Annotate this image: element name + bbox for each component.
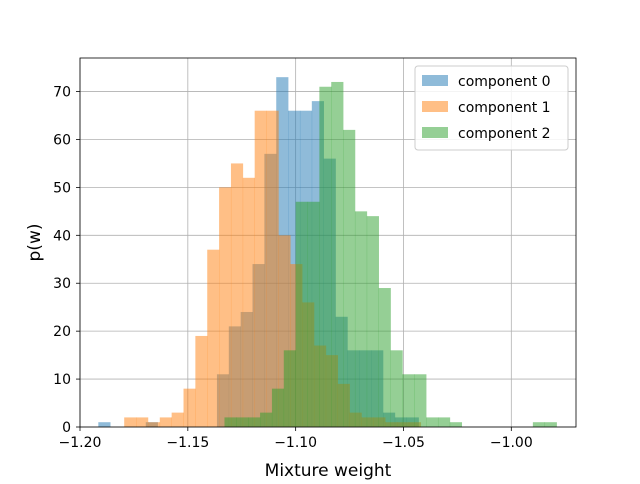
histogram-bar [271, 388, 285, 427]
y-tick-label: 20 [53, 324, 71, 340]
histogram-bar [254, 110, 267, 427]
histogram-bar [414, 374, 427, 427]
histogram-bar [295, 201, 308, 427]
histogram-bar [544, 422, 557, 427]
legend: component 0 component 1 component 2 [414, 65, 569, 151]
histogram-bar [248, 417, 261, 427]
y-axis-label: p(w) [25, 224, 45, 262]
x-tick-label: −1.10 [274, 435, 317, 451]
histogram-bar [283, 350, 296, 427]
histogram-bar [366, 216, 379, 427]
histogram-bars [98, 77, 557, 428]
histogram-bar [319, 86, 332, 428]
y-tick-label: 10 [53, 372, 71, 388]
histogram-bar [331, 81, 344, 428]
x-tick-label: −1.00 [490, 435, 533, 451]
y-tick-label: 30 [53, 276, 71, 292]
y-tick-label: 50 [53, 180, 71, 196]
histogram-bar [136, 417, 149, 427]
y-tick-label: 70 [53, 85, 71, 101]
histogram-bar [195, 335, 208, 427]
histogram-bar [437, 417, 451, 427]
legend-swatch [422, 127, 448, 138]
legend-label: component 2 [458, 126, 551, 142]
histogram-bar [343, 129, 356, 427]
histogram-bar [224, 417, 237, 427]
histogram-bar [98, 422, 111, 427]
histogram-bar [183, 388, 196, 427]
y-tick-label: 60 [53, 132, 71, 148]
histogram-bar [378, 288, 391, 427]
histogram-bar [266, 110, 279, 427]
y-tick-label: 0 [62, 420, 71, 436]
histogram-bar [124, 417, 137, 427]
histogram-bar [230, 163, 244, 427]
histogram-bar [171, 412, 184, 427]
histogram-bar [159, 417, 172, 427]
x-tick-label: −1.05 [382, 435, 425, 451]
histogram-bar [236, 417, 249, 427]
y-tick-label: 40 [53, 228, 71, 244]
axis-ticks: −1.20 −1.15 −1.10 −1.05 −1.00 0 10 20 30 40 50 60 70 [53, 85, 533, 451]
series-2-bars [224, 81, 557, 428]
histogram-bar [242, 177, 255, 427]
legend-swatch [422, 101, 448, 112]
x-tick-label: −1.20 [59, 435, 102, 451]
histogram-bar [390, 350, 403, 427]
legend-label: component 1 [458, 100, 551, 116]
legend-box [414, 65, 569, 151]
histogram-bar [207, 249, 220, 427]
histogram-bar [147, 422, 161, 427]
x-axis-label: Mixture weight [265, 461, 392, 480]
histogram-bar [449, 422, 463, 427]
histogram-bar [307, 201, 320, 427]
histogram-bar [426, 417, 439, 427]
histogram-bar [532, 422, 546, 427]
plot-area-frame [79, 57, 577, 428]
legend-label: component 0 [458, 74, 551, 90]
histogram-bar [354, 211, 368, 427]
x-tick-label: −1.15 [166, 435, 209, 451]
histogram-bar [402, 374, 415, 427]
legend-swatch [422, 75, 448, 86]
histogram-bar [260, 412, 273, 427]
histogram-bar [219, 187, 232, 427]
